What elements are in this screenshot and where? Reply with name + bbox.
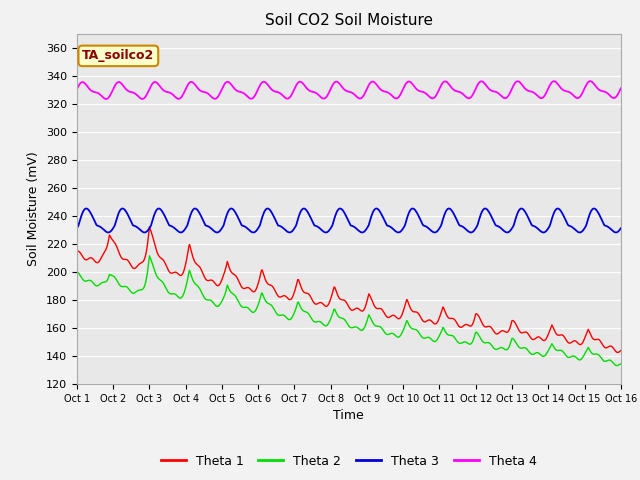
Title: Soil CO2 Soil Moisture: Soil CO2 Soil Moisture xyxy=(265,13,433,28)
X-axis label: Time: Time xyxy=(333,409,364,422)
Legend: Theta 1, Theta 2, Theta 3, Theta 4: Theta 1, Theta 2, Theta 3, Theta 4 xyxy=(156,450,542,473)
Text: TA_soilco2: TA_soilco2 xyxy=(82,49,154,62)
Y-axis label: Soil Moisture (mV): Soil Moisture (mV) xyxy=(28,151,40,266)
